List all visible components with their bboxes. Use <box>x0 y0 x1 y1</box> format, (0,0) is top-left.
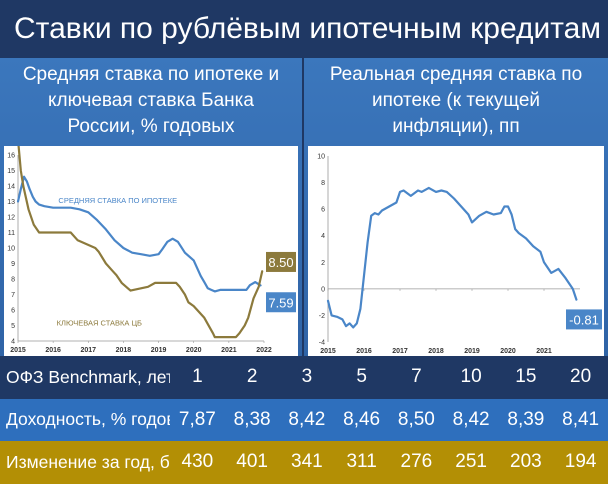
y-tick-label: 0 <box>321 286 325 293</box>
yield-label: Доходность, % годовых <box>0 398 170 441</box>
x-tick-label: 2016 <box>45 347 61 354</box>
right-panel: Реальная средняя ставка по ипотеке (к те… <box>304 58 608 360</box>
y-tick-label: 8 <box>11 277 15 284</box>
y-tick-label: 16 <box>7 153 15 160</box>
change-cell: 341 <box>279 441 335 484</box>
y-tick-label: 4 <box>321 233 325 240</box>
change-cell: 430 <box>170 441 225 484</box>
yield-cell: 8,42 <box>443 398 499 441</box>
x-tick-label: 2018 <box>428 348 444 355</box>
ofz-table: ОФЗ Benchmark, лет 1 2 3 5 7 10 15 20 До… <box>0 356 608 484</box>
yield-cell: 8,46 <box>334 398 389 441</box>
y-tick-label: 5 <box>11 323 15 330</box>
table-header-row: ОФЗ Benchmark, лет 1 2 3 5 7 10 15 20 <box>0 356 608 399</box>
change-cell: 203 <box>498 441 554 484</box>
change-cell: 311 <box>334 441 389 484</box>
x-tick-label: 2015 <box>10 347 26 354</box>
legend-key-rate: КЛЮЧЕВАЯ СТАВКА ЦБ <box>57 319 142 328</box>
yield-cell: 8,50 <box>389 398 444 441</box>
right-subtitle-line-1: Реальная средняя ставка по <box>329 64 583 85</box>
header-cell: 3 <box>279 356 335 399</box>
y-tick-label: 15 <box>7 168 15 175</box>
header-cell: 2 <box>224 356 280 399</box>
header-cell: 1 <box>170 356 225 399</box>
y-tick-label: -4 <box>319 340 325 347</box>
x-tick-label: 2021 <box>536 348 552 355</box>
x-tick-label: 2016 <box>356 348 372 355</box>
real-rate-end-label-box <box>566 309 602 330</box>
yield-cell: 8,41 <box>553 398 608 441</box>
right-subtitle-line-2: ипотеке (к текущей <box>371 90 541 111</box>
right-chart-box: -4 -2 0 2 4 6 8 10 2015 2016 2017 2018 2019 2020 2021 -… <box>308 146 604 356</box>
y-tick-label: 4 <box>11 339 15 346</box>
real-rate-end-label: -0.81 <box>569 312 599 327</box>
y-tick-label: 11 <box>8 230 15 237</box>
left-panel: Средняя ставка по ипотеке и ключевая ста… <box>0 58 302 360</box>
change-label: Изменение за год, бп <box>0 441 170 484</box>
y-tick-label: 12 <box>7 215 15 222</box>
left-chart: 4 5 6 7 8 9 10 11 12 13 14 15 16 2015 2016 2017 2018 2019… <box>7 138 296 354</box>
y-tick-label: 13 <box>7 199 15 206</box>
x-tick-label: 2019 <box>464 348 480 355</box>
change-cell: 194 <box>553 441 608 484</box>
key-rate-end-label: 8.50 <box>268 255 293 270</box>
change-cell: 251 <box>443 441 499 484</box>
series-line-2 <box>16 138 264 339</box>
page-title: Ставки по рублёвым ипотечным кредитам <box>0 0 608 58</box>
legend-mortgage: СРЕДНЯЯ СТАВКА ПО ИПОТЕКЕ <box>58 196 177 205</box>
y-tick-label: 9 <box>11 261 15 268</box>
yield-cell: 8,38 <box>224 398 280 441</box>
x-tick-label: 2018 <box>116 347 132 354</box>
y-tick-label: 8 <box>321 180 325 187</box>
left-subtitle-line-2: ключевая ставка Банка <box>48 90 254 111</box>
change-cell: 401 <box>224 441 280 484</box>
header-label: ОФЗ Benchmark, лет <box>0 356 170 399</box>
mortgage-end-label-box <box>266 292 296 313</box>
left-subtitle-line-3: России, % годовых <box>67 116 235 137</box>
right-chart: -4 -2 0 2 4 6 8 10 2015 2016 2017 2018 2019 2020 2021 -… <box>317 154 602 355</box>
yield-cell: 8,39 <box>498 398 554 441</box>
right-subtitle-line-3: инфляции), пп <box>392 116 520 137</box>
y-tick-label: 10 <box>317 154 325 161</box>
yield-cell: 8,42 <box>279 398 335 441</box>
right-subtitle: Реальная средняя ставка по ипотеке (к те… <box>304 62 608 140</box>
x-tick-label: 2017 <box>80 347 96 354</box>
left-subtitle: Средняя ставка по ипотеке и ключевая ста… <box>0 62 302 140</box>
table-row-change: Изменение за год, бп 430 401 341 311 276… <box>0 441 608 484</box>
x-tick-label: 2020 <box>500 348 516 355</box>
x-tick-label: 2022 <box>256 347 272 354</box>
x-tick-label: 2017 <box>392 348 408 355</box>
key-rate-end-label-box <box>266 251 296 272</box>
mortgage-end-label: 7.59 <box>268 295 293 310</box>
x-tick-label: 2015 <box>320 348 336 355</box>
left-subtitle-line-1: Средняя ставка по ипотеке и <box>22 64 280 85</box>
y-tick-label: 7 <box>11 292 15 299</box>
series-line-1 <box>326 186 578 329</box>
y-tick-label: 6 <box>11 308 15 315</box>
left-chart-box: 4 5 6 7 8 9 10 11 12 13 14 15 16 2015 2016 2017 2018 2019… <box>4 138 298 356</box>
yield-cell: 7,87 <box>170 398 225 441</box>
y-tick-label: -2 <box>319 313 325 320</box>
x-tick-label: 2019 <box>151 347 167 354</box>
header-cell: 10 <box>443 356 499 399</box>
y-tick-label: 14 <box>7 184 15 191</box>
header-cell: 20 <box>553 356 608 399</box>
y-tick-label: 10 <box>7 246 15 253</box>
change-cell: 276 <box>389 441 444 484</box>
y-tick-label: 2 <box>321 260 325 267</box>
header-cell: 5 <box>334 356 389 399</box>
header-cell: 7 <box>389 356 444 399</box>
x-tick-label: 2021 <box>221 347 237 354</box>
x-tick-label: 2020 <box>186 347 202 354</box>
y-tick-label: 6 <box>321 207 325 214</box>
header-cell: 15 <box>498 356 554 399</box>
table-row-yield: Доходность, % годовых 7,87 8,38 8,42 8,4… <box>0 398 608 441</box>
series-line-1 <box>16 175 262 293</box>
